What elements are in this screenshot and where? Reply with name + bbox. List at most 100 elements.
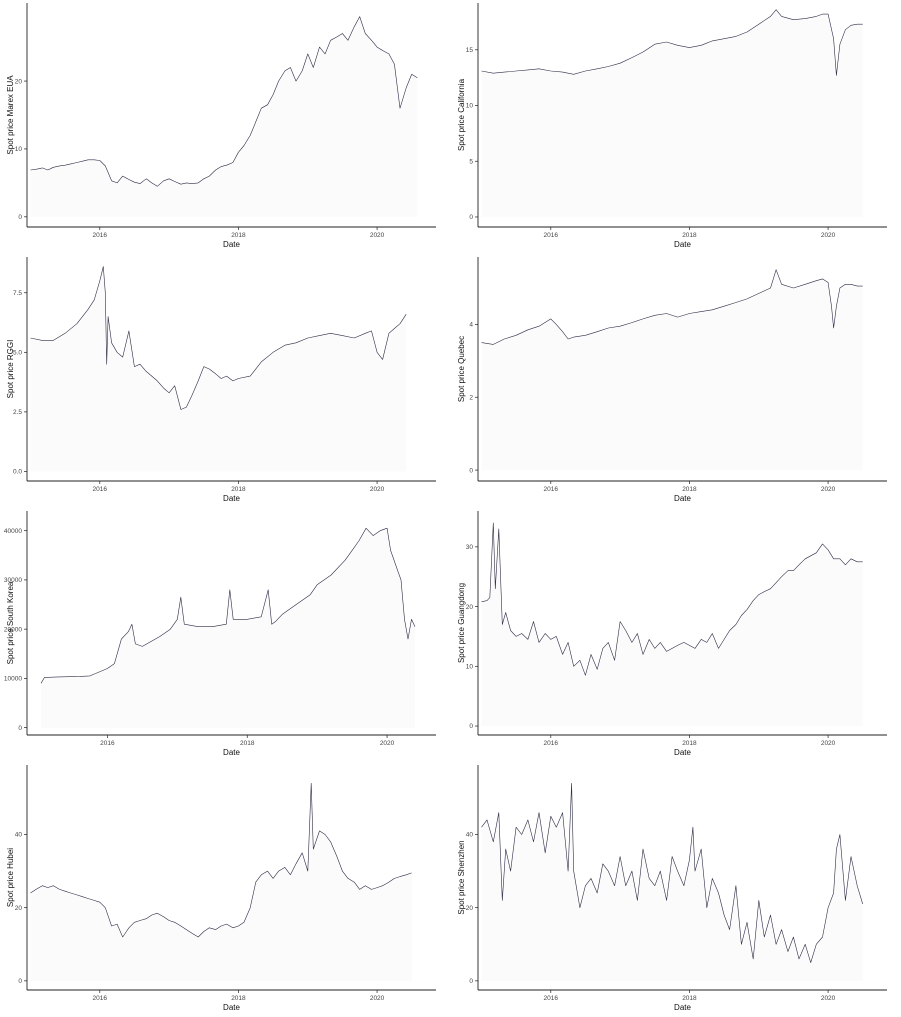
x-axis-title: Date	[223, 240, 240, 249]
x-tick-label: 2018	[682, 740, 697, 747]
y-axis-title: Spot price Hubei	[6, 848, 15, 907]
y-tick-label: 7.5	[13, 290, 22, 297]
area-fill	[481, 269, 863, 471]
y-tick-label: 20	[15, 78, 23, 85]
y-tick-label: 10	[466, 664, 474, 671]
x-tick-label: 2018	[682, 995, 697, 1002]
x-axis-title: Date	[674, 748, 691, 757]
y-tick-label: 20	[466, 604, 474, 611]
y-tick-label: 2.5	[13, 409, 22, 416]
y-tick-label: 20	[15, 905, 23, 912]
area-fill	[481, 783, 863, 981]
y-tick-label: 4	[469, 322, 473, 329]
chart-svg-spot-price-guangdong: 2016 2018 2020 0 10 20 30 Date Spot price Guangd…	[457, 511, 887, 757]
y-tick-label: 15	[466, 47, 474, 54]
y-tick-label: 5.0	[13, 350, 22, 357]
y-tick-label: 10	[466, 103, 474, 110]
chart-svg-spot-price-shenzhen: 2016 2018 2020 0 20 40 Date Spot price Shenzhen	[457, 765, 887, 1012]
y-tick-label: 0.0	[13, 469, 22, 476]
series-line	[481, 522, 863, 676]
series-line	[481, 9, 863, 76]
x-tick-label: 2016	[544, 232, 559, 239]
x-tick-label: 2018	[240, 740, 255, 747]
series-line	[30, 782, 412, 938]
area-fill	[481, 522, 863, 726]
x-tick-label: 2018	[682, 486, 697, 493]
y-axis-title: Spot price Quebec	[457, 336, 466, 402]
chart-panel-spot-price-marex-eua: 2016 2018 2020 0 10 20 Date Spot price Marex EU…	[0, 0, 450, 254]
chart-panel-spot-price-shenzhen: 2016 2018 2020 0 20 40 Date Spot price Shenzhen	[451, 762, 901, 1017]
y-axis-title: Spot price Marex EUA	[6, 75, 15, 155]
chart-svg-spot-price-south-korea: 2016 2018 2020 0 10000 20000 30000 40000 Date Spo…	[4, 511, 436, 757]
y-tick-label: 40	[466, 832, 474, 839]
series-line	[40, 527, 416, 684]
x-tick-label: 2020	[370, 486, 385, 493]
x-tick-label: 2020	[370, 995, 385, 1002]
y-tick-label: 0	[469, 214, 473, 221]
y-tick-label: 20000	[4, 626, 22, 633]
y-tick-label: 2	[469, 394, 473, 401]
x-tick-label: 2016	[544, 740, 559, 747]
x-tick-label: 2018	[231, 486, 246, 493]
x-tick-label: 2020	[821, 232, 836, 239]
y-tick-label: 20	[466, 905, 474, 912]
y-axis-title: Spot price Shenzhen	[457, 840, 466, 914]
x-tick-label: 2020	[821, 995, 836, 1002]
y-tick-label: 0	[18, 978, 22, 985]
area-fill	[30, 266, 407, 472]
x-tick-label: 2018	[682, 232, 697, 239]
y-tick-label: 0	[469, 723, 473, 730]
x-tick-label: 2016	[100, 740, 115, 747]
y-tick-label: 0	[469, 467, 473, 474]
chart-svg-spot-price-hubei: 2016 2018 2020 0 20 40 Date Spot price Hubei	[6, 765, 436, 1012]
area-fill	[481, 9, 863, 218]
chart-panel-spot-price-california: 2016 2018 2020 0 5 10 15 Date Spot price Califor…	[451, 0, 901, 254]
chart-panel-spot-price-guangdong: 2016 2018 2020 0 10 20 30 Date Spot price Guangd…	[451, 508, 901, 762]
x-axis-title: Date	[223, 1003, 240, 1012]
y-tick-label: 5	[469, 158, 473, 165]
y-axis-title: Spot price RGGI	[6, 340, 15, 399]
chart-svg-spot-price-quebec: 2016 2018 2020 0 2 4 Date Spot price Quebec	[457, 257, 887, 503]
x-tick-label: 2020	[821, 486, 836, 493]
x-axis-title: Date	[674, 240, 691, 249]
x-tick-label: 2016	[544, 486, 559, 493]
chart-panel-spot-price-hubei: 2016 2018 2020 0 20 40 Date Spot price Hubei	[0, 762, 450, 1017]
area-fill	[41, 528, 415, 728]
y-axis-title: Spot price Guangdong	[457, 583, 466, 663]
x-tick-label: 2016	[93, 995, 108, 1002]
y-tick-label: 30000	[4, 577, 22, 584]
area-fill	[30, 783, 412, 981]
chart-panel-spot-price-south-korea: 2016 2018 2020 0 10000 20000 30000 40000 Date Spo…	[0, 508, 450, 762]
x-axis-title: Date	[674, 1003, 691, 1012]
series-line	[30, 266, 407, 410]
x-tick-label: 2020	[380, 740, 395, 747]
series-line	[30, 16, 418, 187]
y-axis-title: Spot price South Korea	[6, 581, 15, 664]
series-line	[481, 782, 863, 963]
x-tick-label: 2018	[231, 995, 246, 1002]
chart-panel-spot-price-rggi: 2016 2018 2020 0.0 2.5 5.0 7.5 Date Spot price R…	[0, 254, 450, 508]
x-axis-title: Date	[223, 748, 240, 757]
series-line	[481, 269, 863, 345]
x-tick-label: 2016	[93, 232, 108, 239]
area-fill	[30, 16, 418, 217]
y-tick-label: 0	[469, 978, 473, 985]
chart-svg-spot-price-california: 2016 2018 2020 0 5 10 15 Date Spot price Califor…	[457, 3, 887, 249]
chart-panel-spot-price-quebec: 2016 2018 2020 0 2 4 Date Spot price Quebec	[451, 254, 901, 508]
x-tick-label: 2018	[231, 232, 246, 239]
y-tick-label: 10000	[4, 676, 22, 683]
y-tick-label: 0	[18, 725, 22, 732]
chart-svg-spot-price-marex-eua: 2016 2018 2020 0 10 20 Date Spot price Marex EU…	[6, 3, 436, 249]
x-axis-title: Date	[674, 494, 691, 503]
x-tick-label: 2020	[821, 740, 836, 747]
y-tick-label: 40	[15, 832, 23, 839]
y-tick-label: 10	[15, 146, 23, 153]
chart-svg-spot-price-rggi: 2016 2018 2020 0.0 2.5 5.0 7.5 Date Spot price R…	[6, 257, 436, 503]
x-axis-title: Date	[223, 494, 240, 503]
y-axis-title: Spot price California	[457, 78, 466, 151]
y-tick-label: 0	[18, 214, 22, 221]
x-tick-label: 2016	[93, 486, 108, 493]
y-tick-label: 40000	[4, 528, 22, 535]
x-tick-label: 2020	[370, 232, 385, 239]
